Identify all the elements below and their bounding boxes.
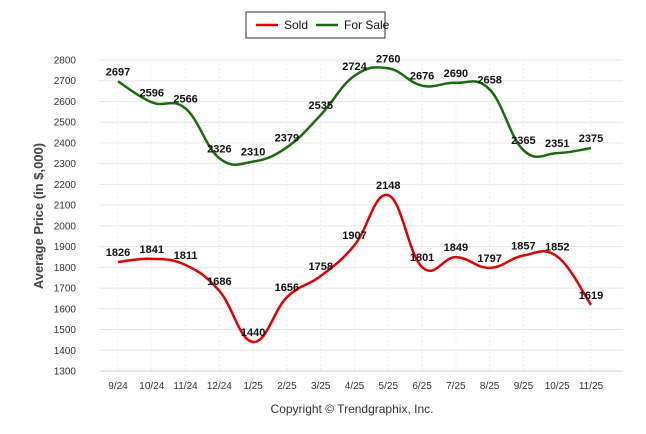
gridlines [99, 59, 623, 372]
y-tick-label: 2200 [54, 180, 77, 191]
data-label-for-sale: 2351 [545, 138, 569, 150]
legend-forsale-label: For Sale [344, 18, 390, 32]
y-tick-label: 2000 [54, 221, 77, 232]
y-axis-label: Average Price (in $,000) [31, 143, 46, 289]
plot-area: 1300 1400 1500 1600 1700 1800 1900 2000 2100 2200… [54, 53, 623, 392]
x-tick-label: 10/25 [545, 381, 570, 392]
y-tick-label: 1500 [54, 325, 77, 336]
data-label-for-sale: 2690 [444, 68, 468, 80]
x-tick-label: 11/24 [173, 381, 198, 392]
data-label-sold: 1826 [106, 247, 130, 259]
data-label-sold: 1852 [545, 242, 569, 254]
x-tick-label: 9/24 [108, 381, 128, 392]
series-line-sold [117, 193, 593, 344]
data-label-for-sale: 2724 [342, 61, 367, 73]
y-tick-label: 1900 [54, 242, 77, 253]
x-tick-label: 4/25 [345, 381, 365, 392]
y-axis-ticks: 1300 1400 1500 1600 1700 1800 1900 2000 2100 2200… [54, 56, 77, 378]
data-label-for-sale: 2310 [241, 147, 265, 159]
data-label-for-sale: 2566 [173, 94, 197, 106]
data-label-for-sale: 2697 [106, 66, 130, 78]
data-label-sold: 1656 [275, 282, 299, 294]
series-line-for-sale [117, 66, 592, 166]
data-label-sold: 1907 [342, 230, 366, 242]
series-lines [117, 66, 593, 344]
plot-background [99, 60, 623, 371]
data-label-sold: 2148 [376, 180, 400, 192]
data-label-for-sale: 2676 [410, 71, 434, 83]
data-label-for-sale: 2658 [477, 74, 501, 86]
data-labels: 1826 1841 1811 1686 1440 1656 1758 1907 2148 1801… [106, 53, 603, 339]
x-tick-label: 3/25 [311, 381, 331, 392]
legend-sold-label: Sold [284, 18, 308, 32]
y-tick-label: 2100 [54, 201, 77, 212]
y-tick-label: 1400 [54, 346, 77, 357]
y-tick-label: 2300 [54, 159, 77, 170]
x-tick-label: 12/24 [207, 381, 232, 392]
data-label-sold: 1619 [579, 290, 603, 302]
y-tick-label: 1300 [54, 367, 77, 378]
y-tick-label: 2800 [54, 56, 77, 67]
data-label-for-sale: 2760 [376, 53, 400, 65]
x-tick-label: 7/25 [446, 381, 466, 392]
y-tick-label: 1800 [54, 263, 77, 274]
data-label-for-sale: 2365 [511, 135, 535, 147]
data-label-sold: 1811 [174, 250, 198, 262]
y-tick-label: 2400 [54, 138, 77, 149]
x-tick-label: 11/25 [579, 381, 604, 392]
data-label-sold: 1686 [207, 276, 231, 288]
data-label-for-sale: 2379 [275, 132, 299, 144]
x-tick-label: 9/25 [514, 381, 534, 392]
copyright-footer: Copyright © Trendgraphix, Inc. [271, 402, 434, 416]
data-label-sold: 1801 [410, 252, 434, 264]
data-label-for-sale: 2535 [308, 100, 332, 112]
x-axis-ticks: 9/24 10/24 11/24 12/24 1/25 2/25 3/25 4/25 5/25 6… [108, 381, 603, 392]
data-label-sold: 1797 [477, 253, 501, 265]
x-tick-label: 1/25 [243, 381, 263, 392]
x-tick-label: 10/24 [139, 381, 164, 392]
data-label-sold: 1440 [241, 327, 265, 339]
data-label-for-sale: 2596 [140, 87, 164, 99]
data-label-sold: 1857 [511, 241, 535, 253]
x-tick-label: 6/25 [412, 381, 432, 392]
data-label-sold: 1758 [308, 261, 332, 273]
y-tick-label: 2700 [54, 76, 77, 87]
data-label-for-sale: 2326 [207, 143, 231, 155]
x-tick-label: 8/25 [480, 381, 500, 392]
legend: Sold For Sale [245, 11, 390, 39]
data-label-sold: 1849 [444, 242, 468, 254]
data-label-sold: 1841 [140, 244, 164, 256]
y-tick-label: 2600 [54, 97, 77, 108]
x-tick-label: 5/25 [379, 381, 399, 392]
data-label-for-sale: 2375 [579, 133, 603, 145]
y-tick-label: 1700 [54, 284, 77, 295]
x-tick-label: 2/25 [277, 381, 297, 392]
y-tick-label: 2500 [54, 118, 77, 129]
y-tick-label: 1600 [54, 304, 77, 315]
